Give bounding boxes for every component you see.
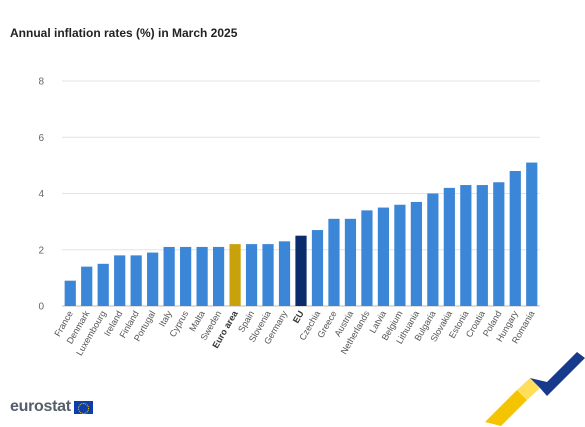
bar-portugal: [147, 252, 159, 306]
bar-greece: [328, 218, 340, 306]
logo-text: eurostat: [10, 398, 71, 415]
bar-germany: [278, 241, 291, 306]
bar-belgium: [394, 204, 406, 306]
bar-italy: [163, 246, 175, 306]
bar-netherlands: [361, 210, 373, 306]
x-axis-labels: FranceDenmarkLuxembourgIrelandFinlandPor…: [52, 308, 536, 357]
eu-flag-icon: [73, 400, 93, 414]
bar-slovakia: [443, 187, 455, 306]
bar-ireland: [114, 255, 126, 306]
bar-croatia: [476, 185, 488, 306]
bar-luxembourg: [97, 263, 109, 306]
bar-romania: [526, 162, 538, 306]
bar-malta: [196, 246, 208, 306]
y-tick-label: 8: [38, 77, 44, 88]
y-axis-ticks: 0 2 4 6 8: [38, 77, 44, 313]
bar-bulgaria: [427, 193, 439, 306]
bar-lithuania: [410, 201, 422, 306]
y-tick-label: 4: [38, 189, 44, 200]
bar-czechia: [311, 230, 324, 306]
eurostat-logo: eurostat: [10, 398, 93, 416]
bar-denmark: [81, 266, 93, 306]
bar-slovenia: [262, 244, 274, 306]
swoosh-decoration-icon: [485, 352, 585, 426]
bar-eu: [295, 235, 307, 306]
bar-hungary: [509, 171, 521, 306]
bar-france: [64, 280, 76, 306]
y-tick-label: 0: [38, 302, 44, 313]
bar-cyprus: [180, 246, 192, 306]
bar-poland: [493, 182, 505, 306]
y-tick-label: 2: [38, 245, 44, 256]
bars: [64, 162, 538, 306]
bar-euro-area: [229, 244, 241, 306]
bar-estonia: [460, 185, 472, 306]
bar-finland: [130, 255, 142, 306]
bar-austria: [344, 218, 357, 306]
bar-sweden: [212, 246, 225, 306]
x-tick-label: EU: [291, 309, 306, 325]
bar-spain: [245, 244, 258, 306]
bar-latvia: [377, 207, 390, 306]
chart-title: Annual inflation rates (%) in March 2025: [10, 26, 238, 40]
y-tick-label: 6: [38, 133, 44, 144]
